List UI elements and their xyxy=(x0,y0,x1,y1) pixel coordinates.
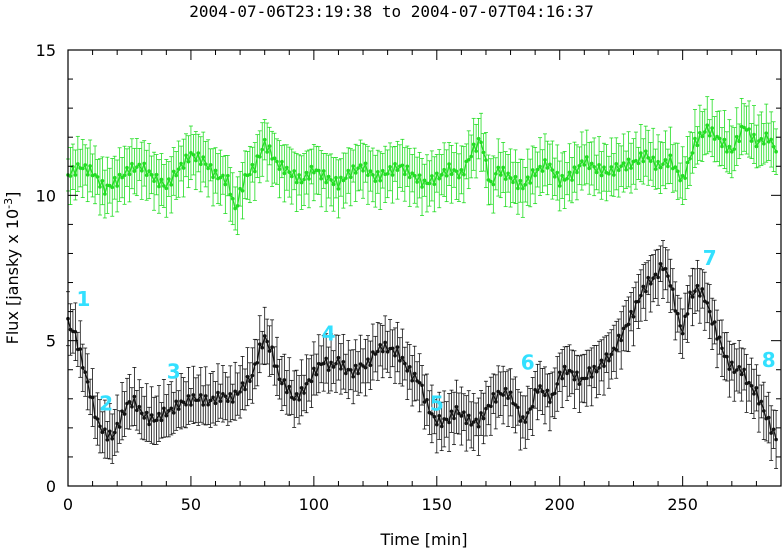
annotation-label: 8 xyxy=(762,348,776,372)
annotation-label: 7 xyxy=(703,246,717,270)
series-line xyxy=(67,261,777,441)
series-line xyxy=(67,123,777,210)
annotation-label: 6 xyxy=(521,351,535,375)
y-tick-label: 15 xyxy=(36,41,56,60)
annotations: 1 2 3 4 5 6 7 8 xyxy=(77,246,776,415)
annotation-label: 5 xyxy=(430,391,444,415)
x-tick-label: 150 xyxy=(422,495,453,514)
x-tick-label: 0 xyxy=(63,495,73,514)
x-tick-label: 50 xyxy=(181,495,201,514)
data-points xyxy=(66,123,778,442)
annotation-label: 4 xyxy=(322,322,336,346)
plot-frame xyxy=(67,49,782,487)
chart-title: 2004-07-06T23:19:38 to 2004-07-07T04:16:… xyxy=(189,2,594,21)
x-tick-label: 100 xyxy=(299,495,330,514)
x-tick-label: 250 xyxy=(667,495,698,514)
y-tick-label: 10 xyxy=(36,186,56,205)
y-tick-label: 0 xyxy=(46,477,56,496)
x-axis-label: Time [min] xyxy=(380,530,468,549)
y-axis-label: Flux [jansky x 10-3] xyxy=(2,192,23,345)
annotation-label: 2 xyxy=(99,391,113,415)
annotation-label: 3 xyxy=(167,359,181,383)
annotation-label: 1 xyxy=(77,287,91,311)
y-tick-label: 5 xyxy=(46,332,56,351)
x-tick-label: 200 xyxy=(544,495,575,514)
